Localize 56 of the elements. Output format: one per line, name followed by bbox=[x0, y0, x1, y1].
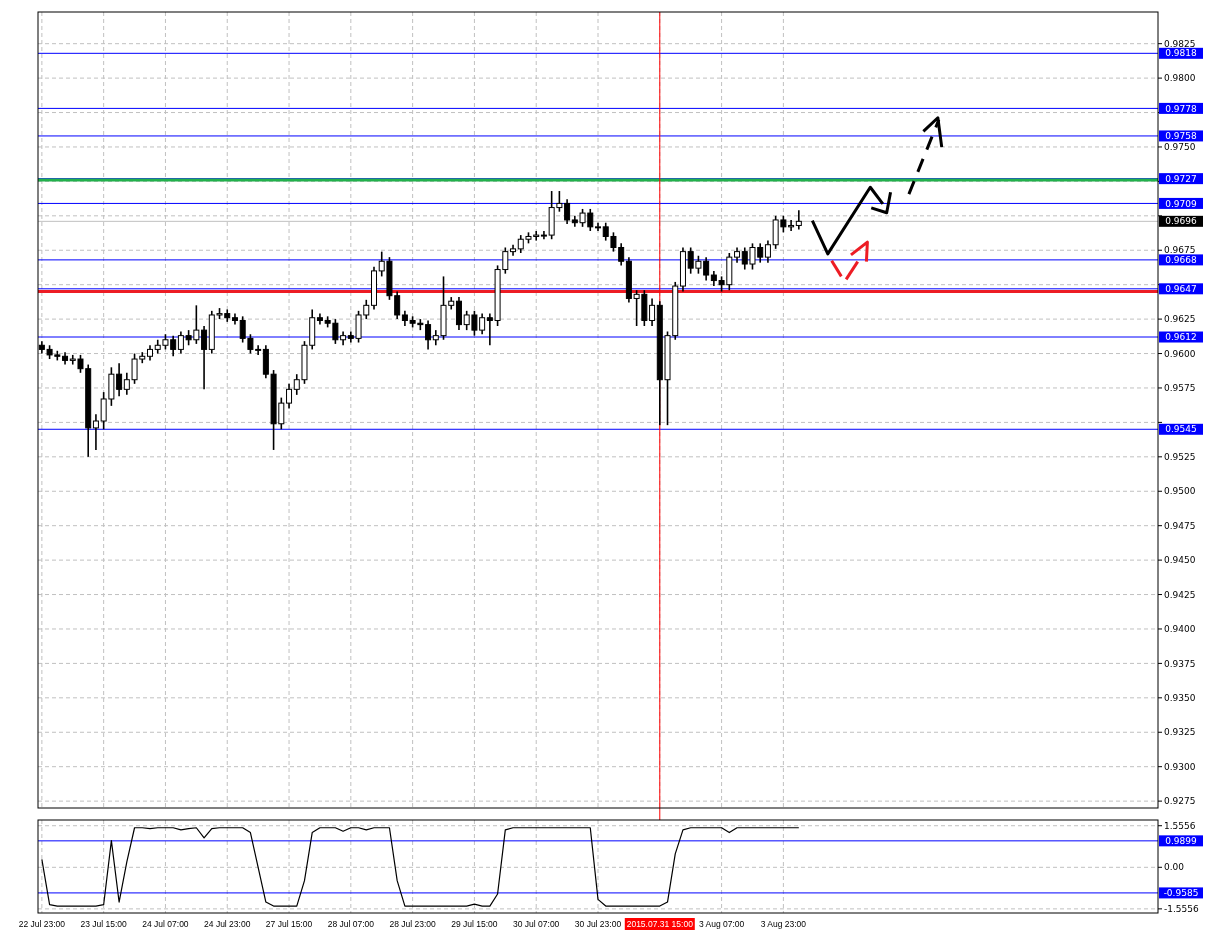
y-tick-label: 0.9400 bbox=[1164, 624, 1196, 635]
ref-line-label: 0.9727 bbox=[1165, 173, 1197, 184]
ref-line-label: 0.9612 bbox=[1165, 332, 1197, 343]
y-tick-label: 0.9325 bbox=[1164, 727, 1196, 738]
y-tick-label: 0.9675 bbox=[1164, 245, 1196, 256]
x-tick-label: 27 Jul 15:00 bbox=[265, 919, 313, 929]
x-tick-label: 24 Jul 23:00 bbox=[204, 919, 251, 929]
candlestick bbox=[92, 413, 99, 451]
ref-line-label: 0.9647 bbox=[1165, 283, 1197, 294]
ref-line-label: 2015.07.31 15:00 bbox=[626, 919, 694, 929]
y-tick-label: 0.9800 bbox=[1164, 73, 1196, 84]
x-tick-label: 3 Aug 23:00 bbox=[760, 919, 807, 929]
x-tick-label: 22 Jul 23:00 bbox=[18, 919, 66, 929]
y-tick-label: 0.9475 bbox=[1164, 520, 1196, 531]
candlestick bbox=[425, 319, 432, 351]
x-tick-label: 24 Jul 07:00 bbox=[142, 919, 189, 929]
x-tick-label: 29 Jul 15:00 bbox=[451, 919, 498, 929]
y-tick-label: 0.9350 bbox=[1164, 692, 1196, 703]
x-tick-label: 23 Jul 15:00 bbox=[80, 919, 128, 929]
y-tick-label: 0.9275 bbox=[1164, 796, 1196, 807]
y-tick-label: 0.9575 bbox=[1164, 383, 1196, 394]
candlestick bbox=[455, 296, 462, 331]
y-tick-label: 0.9525 bbox=[1164, 451, 1196, 462]
y-tick-label: 0.9300 bbox=[1164, 761, 1196, 772]
y-tick-label: 0.9625 bbox=[1164, 314, 1196, 325]
y-tick-label: 0.9750 bbox=[1164, 142, 1196, 153]
candlestick bbox=[286, 383, 293, 410]
y-tick-label: 0.9500 bbox=[1164, 486, 1196, 497]
y-tick-label: 0.9450 bbox=[1164, 555, 1196, 566]
y-tick-label: 1.5556 bbox=[1164, 820, 1196, 831]
ref-line-label: 0.9696 bbox=[1165, 216, 1198, 227]
ref-line-label: 0.9778 bbox=[1165, 103, 1198, 114]
candlestick bbox=[795, 209, 802, 231]
x-tick-label: 3 Aug 07:00 bbox=[698, 919, 745, 929]
candlestick bbox=[201, 325, 208, 391]
ref-line-label: 0.9899 bbox=[1165, 836, 1198, 846]
y-tick-label: 0.9375 bbox=[1164, 658, 1196, 669]
candlestick bbox=[649, 297, 656, 327]
candlestick bbox=[595, 221, 601, 232]
y-tick-label: 0.9600 bbox=[1164, 348, 1196, 359]
y-tick-label: -1.5556 bbox=[1164, 904, 1200, 915]
ref-line-label: 0.9709 bbox=[1165, 198, 1198, 209]
ref-line-label: 0.9668 bbox=[1165, 255, 1198, 266]
ref-line-label: 0.9545 bbox=[1165, 424, 1197, 435]
x-tick-label: 28 Jul 23:00 bbox=[389, 919, 437, 929]
line-series bbox=[41, 827, 800, 907]
y-tick-label: 0.00 bbox=[1164, 862, 1185, 873]
candlestick bbox=[764, 239, 771, 264]
x-tick-label: 28 Jul 07:00 bbox=[327, 919, 375, 929]
ref-line-label: 0.9818 bbox=[1165, 48, 1198, 59]
y-tick-label: 0.9425 bbox=[1164, 589, 1196, 600]
x-tick-label: 30 Jul 07:00 bbox=[513, 919, 560, 929]
ref-line-label: 0.9758 bbox=[1165, 131, 1198, 142]
y-tick-label: 0.9825 bbox=[1164, 38, 1196, 49]
ref-line-label: -0.9585 bbox=[1163, 888, 1199, 899]
x-tick-label: 30 Jul 23:00 bbox=[574, 919, 622, 929]
